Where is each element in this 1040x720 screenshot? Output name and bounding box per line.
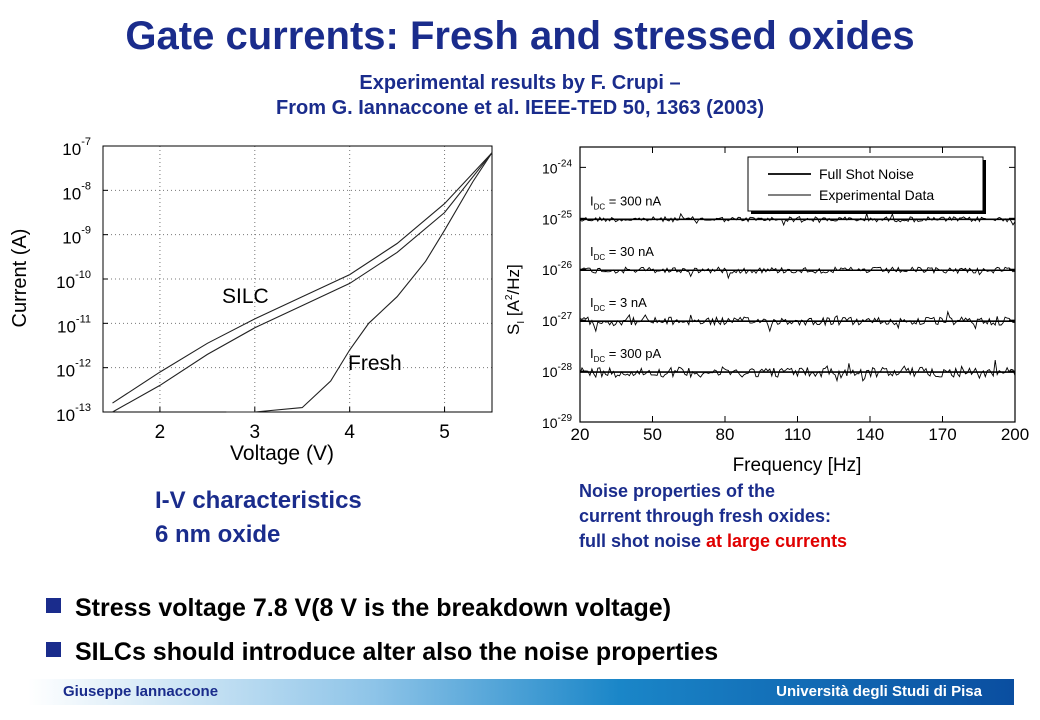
iv-xtick-label: 5 — [439, 422, 450, 443]
noise-caption-line-3: full shot noise at large currents — [579, 529, 847, 554]
noise-xtick-label: 80 — [716, 425, 735, 444]
iv-annotation-silc: SILC — [222, 285, 269, 308]
subtitle-line-1: Experimental results by F. Crupi – — [359, 72, 681, 94]
iv-ytick-label: 10-10 — [56, 269, 91, 292]
noise-caption-line-3-text: full shot noise — [579, 531, 707, 551]
iv-plot-frame — [102, 145, 493, 413]
iv-x-axis-label: Voltage (V) — [230, 442, 334, 465]
iv-y-axis-label: Current (A) — [9, 229, 31, 328]
iv-series-line — [112, 152, 493, 413]
noise-ytick-label: 10-29 — [542, 413, 572, 431]
iv-caption-line-1: I-V characteristics — [155, 487, 362, 514]
noise-caption: Noise properties of the current through … — [579, 479, 847, 554]
subtitle-line-2: From G. Iannaccone et al. IEEE-TED 50, 1… — [276, 97, 764, 119]
iv-xtick-label: 4 — [344, 422, 355, 443]
iv-ytick-label: 10-13 — [56, 402, 91, 425]
bullet-square-icon — [46, 642, 61, 657]
noise-current-label: IDC = 300 pA — [590, 346, 662, 364]
footer-university: Università degli Studi di Pisa — [776, 683, 982, 700]
noise-caption-line-2: current through fresh oxides: — [579, 506, 832, 526]
bullet-item: SILCs should introduce alter also the no… — [46, 638, 718, 667]
footer-bar — [28, 679, 1014, 705]
noise-legend-label: Full Shot Noise — [819, 166, 914, 182]
bullet-text: SILCs should introduce alter also the no… — [75, 638, 719, 666]
noise-experimental-line — [579, 211, 1016, 227]
noise-current-label: IDC = 3 nA — [590, 295, 647, 313]
iv-annotation-fresh: Fresh — [348, 352, 402, 375]
noise-experimental-line — [579, 360, 1016, 383]
iv-chart: 10-7 10-8 10-9 10-10 10-11 10-12 10-13 2 3 4 5 Volt… — [9, 136, 493, 465]
noise-ytick-label: 10-27 — [542, 311, 572, 329]
iv-series-line — [226, 152, 493, 413]
bullet-item: Stress voltage 7.8 V(8 V is the breakdow… — [46, 594, 671, 623]
noise-caption-line-1: Noise properties of the — [579, 481, 776, 501]
noise-xtick-label: 140 — [856, 425, 884, 444]
noise-y-axis-label: SI [A2/Hz] — [504, 264, 527, 335]
iv-ytick-label: 10-7 — [62, 136, 91, 159]
noise-current-label: IDC = 300 nA — [590, 193, 662, 211]
iv-ytick-label: 10-11 — [57, 313, 91, 336]
iv-ytick-label: 10-12 — [56, 358, 91, 381]
noise-xtick-label: 110 — [784, 425, 811, 444]
noise-xtick-label: 50 — [643, 425, 662, 444]
noise-experimental-line — [579, 266, 1016, 280]
iv-ytick-label: 10-8 — [62, 180, 91, 203]
noise-xtick-label: 20 — [571, 425, 590, 444]
noise-xtick-label: 170 — [928, 425, 956, 444]
noise-current-label: IDC = 30 nA — [590, 244, 654, 262]
iv-caption: I-V characteristics 6 nm oxide — [155, 484, 362, 552]
noise-ytick-label: 10-28 — [542, 362, 572, 380]
iv-caption-line-2: 6 nm oxide — [155, 521, 281, 548]
noise-legend-box — [747, 156, 984, 212]
noise-ytick-label: 10-24 — [542, 158, 572, 176]
bullet-square-icon — [46, 598, 61, 613]
slide-title: Gate currents: Fresh and stressed oxides — [125, 14, 915, 58]
noise-xtick-label: 200 — [1001, 425, 1029, 444]
iv-ytick-label: 10-9 — [62, 225, 91, 248]
footer-author: Giuseppe Iannaccone — [63, 683, 219, 700]
noise-ytick-label: 10-26 — [542, 260, 572, 278]
noise-legend-label: Experimental Data — [819, 187, 934, 203]
iv-xtick-label: 3 — [250, 422, 261, 443]
noise-caption-highlight: at large currents — [706, 531, 848, 551]
iv-xtick-label: 2 — [155, 422, 166, 443]
noise-ytick-label: 10-25 — [542, 209, 572, 227]
bullet-text: Stress voltage 7.8 V(8 V is the breakdow… — [75, 594, 672, 622]
noise-x-axis-label: Frequency [Hz] — [733, 455, 862, 475]
iv-series-line — [112, 152, 493, 404]
